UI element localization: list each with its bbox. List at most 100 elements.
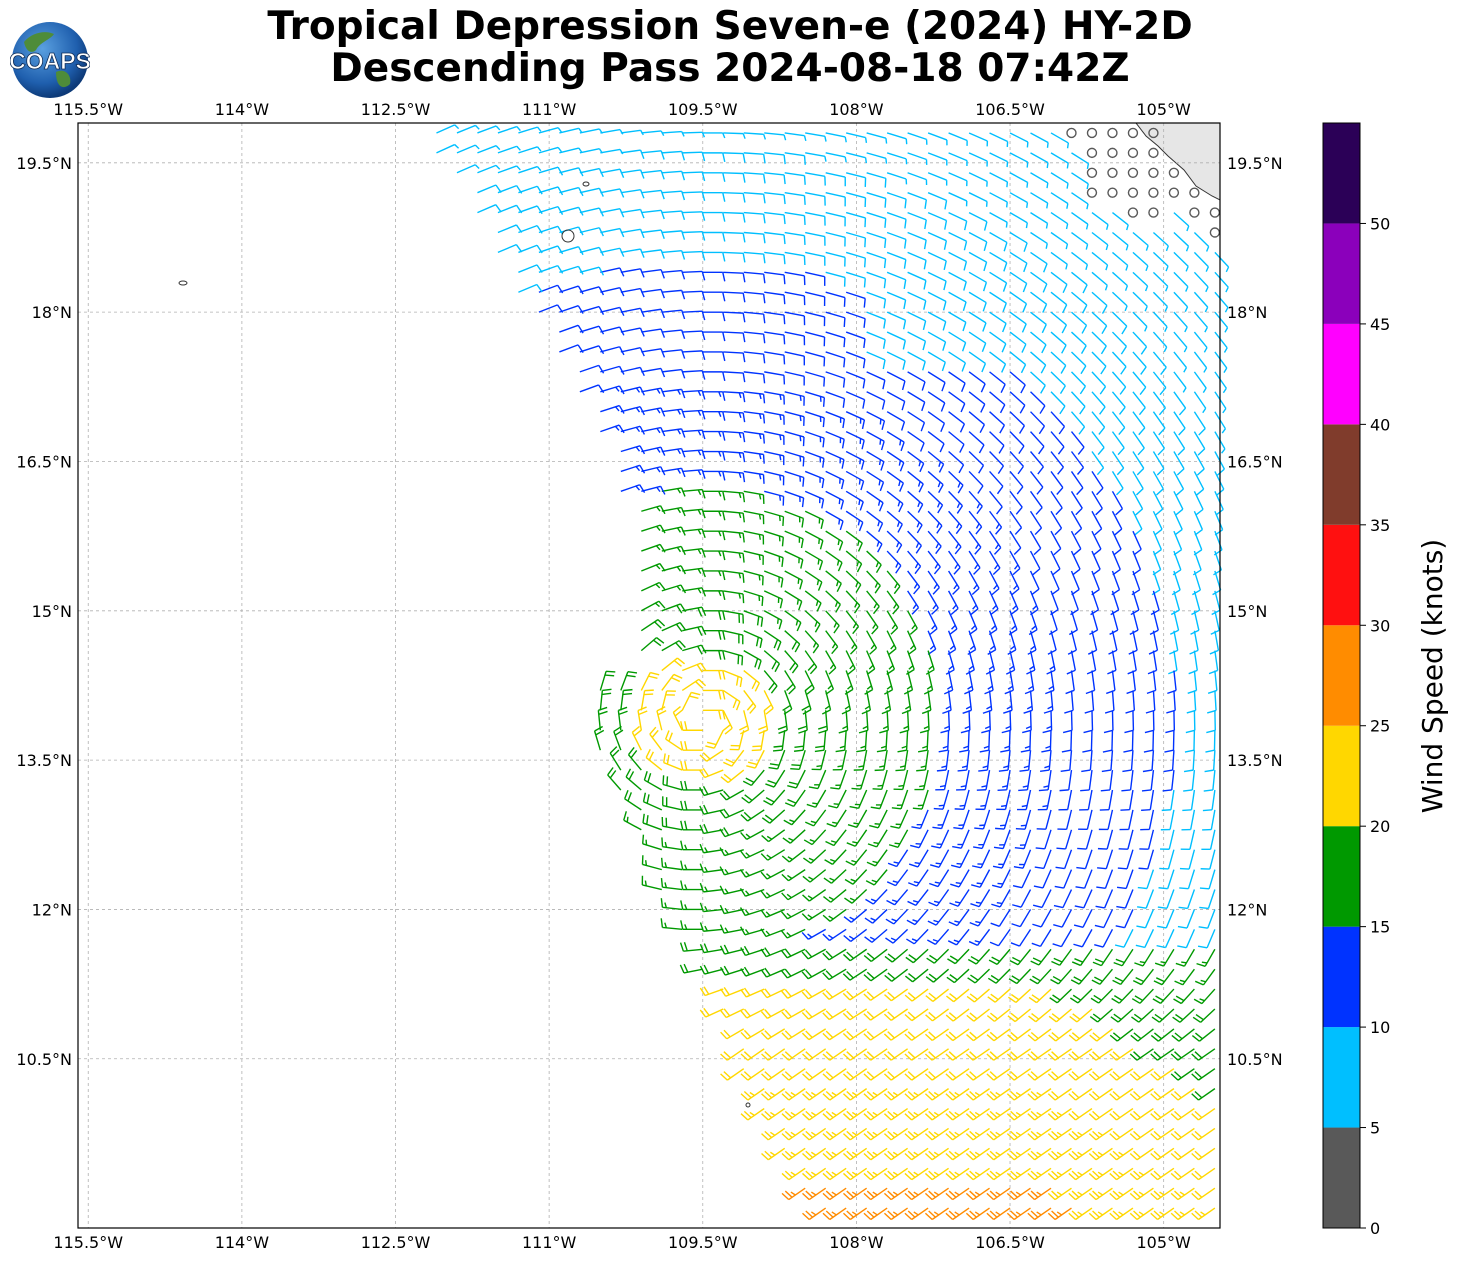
wind-barb <box>720 769 745 784</box>
wind-barb <box>1160 809 1175 831</box>
wind-barb <box>764 291 786 305</box>
wind-barb <box>702 510 726 521</box>
wind-barb <box>863 948 888 962</box>
wind-barb <box>886 192 907 209</box>
wind-barb <box>743 251 766 264</box>
wind-barb <box>1173 391 1187 416</box>
wind-barb <box>723 749 745 767</box>
wind-barb <box>927 909 950 926</box>
wind-barb <box>802 1107 827 1121</box>
wind-barb <box>784 570 804 590</box>
wind-barb <box>973 829 991 850</box>
wind-barb <box>518 126 542 134</box>
wind-barb <box>1089 610 1099 636</box>
wind-barb <box>989 451 1005 474</box>
wind-barb <box>886 211 907 229</box>
wind-barb <box>927 311 947 331</box>
wind-barb <box>1111 271 1129 291</box>
wind-barb <box>1173 291 1189 313</box>
wind-barb <box>1193 371 1207 393</box>
wind-barb <box>968 530 982 555</box>
wind-barb <box>743 410 766 424</box>
wind-barb <box>844 889 868 904</box>
wind-barb <box>1141 769 1155 792</box>
wind-barb <box>845 311 866 328</box>
wind-barb <box>477 164 501 174</box>
wind-barb <box>637 706 648 731</box>
wind-barb <box>1088 1207 1113 1221</box>
wind-barb <box>1193 491 1204 516</box>
wind-barb <box>620 671 638 691</box>
wind-barb <box>1009 271 1028 293</box>
wind-barb <box>781 869 806 882</box>
wind-barb <box>1151 1008 1175 1023</box>
wind-barb <box>1152 411 1166 436</box>
wind-barb <box>1045 670 1055 695</box>
wind-barb <box>959 730 970 753</box>
wind-barb <box>965 1147 990 1161</box>
wind-barb <box>886 152 908 165</box>
wind-barb <box>976 769 991 791</box>
wind-barb <box>620 208 645 219</box>
wind-barb <box>885 908 909 925</box>
wind-barb <box>1057 809 1073 830</box>
wind-barb <box>699 882 724 893</box>
wind-barb <box>863 1187 888 1201</box>
wind-barb <box>1027 1028 1052 1042</box>
wind-barb <box>456 144 480 154</box>
wind-barb <box>620 129 644 136</box>
wind-barb <box>928 889 950 907</box>
wind-barb <box>1062 710 1073 734</box>
wind-barb <box>1117 849 1134 870</box>
wind-barb <box>904 1028 929 1041</box>
wind-barb <box>845 211 867 228</box>
lat-tick-label-right: 12°N <box>1227 900 1267 919</box>
wind-barb <box>1197 929 1216 949</box>
wind-barb <box>1129 1207 1154 1221</box>
wind-barb <box>764 510 785 526</box>
wind-barb <box>1050 351 1067 374</box>
wind-barb <box>998 750 1011 772</box>
wind-barb <box>1051 948 1073 966</box>
wind-barb <box>723 231 746 243</box>
wind-barb <box>793 730 806 752</box>
wind-barb <box>866 132 888 144</box>
wind-barb <box>722 710 733 735</box>
wind-barb <box>1070 371 1087 395</box>
wind-barb <box>1081 750 1093 773</box>
wind-barb <box>927 271 947 291</box>
wind-barb <box>600 424 625 434</box>
wind-barb <box>699 964 724 975</box>
wind-barb <box>719 847 744 857</box>
wind-barb <box>804 411 825 428</box>
chart-title: Tropical Depression Seven-e (2024) HY-2D… <box>0 6 1460 90</box>
wind-barb <box>1191 1147 1216 1161</box>
wind-barb <box>1136 909 1155 929</box>
wind-barb <box>1152 231 1169 252</box>
wind-barb <box>866 271 887 289</box>
wind-barb <box>1132 530 1142 556</box>
wind-barb <box>1191 590 1201 616</box>
wind-barb <box>702 152 726 163</box>
wind-barb <box>600 168 625 178</box>
wind-barb <box>927 530 942 555</box>
wind-barb <box>763 610 783 630</box>
wind-barb <box>805 231 826 246</box>
wind-barb <box>1030 271 1048 293</box>
wind-barb <box>1068 1088 1093 1101</box>
wind-barb <box>801 948 827 960</box>
wind-barb <box>607 767 622 791</box>
wind-barb <box>927 192 948 210</box>
wind-barb <box>954 789 970 810</box>
wind-barb <box>1214 331 1228 353</box>
wind-barb <box>702 470 726 481</box>
wind-barb <box>801 988 827 1000</box>
wind-barb <box>888 829 909 848</box>
wind-barb <box>680 741 703 751</box>
wind-barb <box>1139 829 1155 850</box>
wind-barb <box>965 1127 990 1141</box>
wind-barb <box>661 269 686 280</box>
wind-barb <box>784 530 804 549</box>
wind-barb <box>1146 670 1157 695</box>
wind-barb <box>729 730 745 751</box>
